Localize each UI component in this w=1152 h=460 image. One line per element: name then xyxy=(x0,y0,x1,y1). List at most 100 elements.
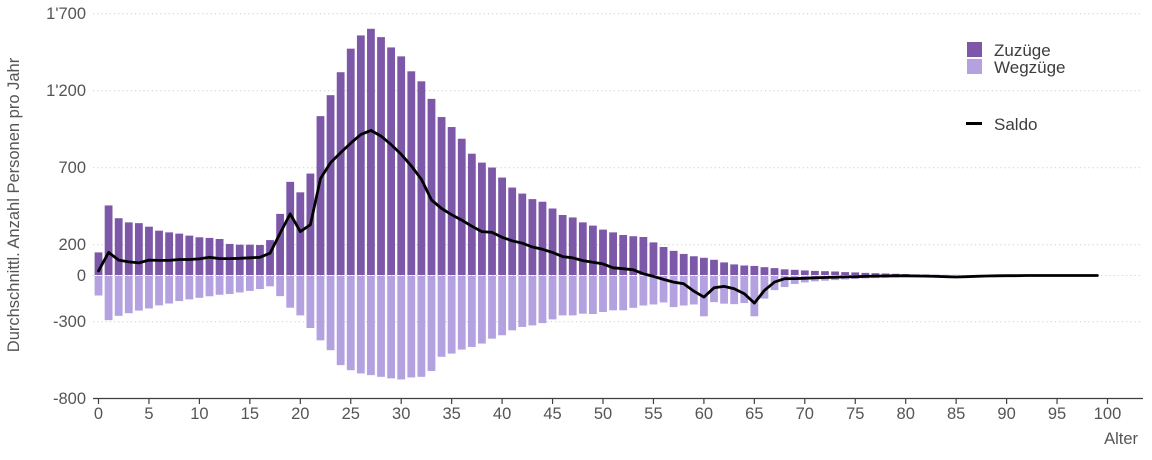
zuzuege-bar xyxy=(821,271,829,275)
y-tick-label: -300 xyxy=(53,313,86,331)
wegzuege-bar xyxy=(256,276,264,290)
zuzuege-bar xyxy=(770,268,779,275)
wegzuege-swatch xyxy=(967,59,982,74)
wegzuege-bar xyxy=(326,276,335,351)
x-tick-label: 20 xyxy=(291,405,309,423)
zuzuege-bar xyxy=(740,265,749,275)
zuzuege-bar xyxy=(377,37,385,275)
zuzuege-bar xyxy=(639,237,648,275)
zuzuege-bar xyxy=(710,259,718,275)
zuzuege-bar xyxy=(326,95,335,275)
saldo-line xyxy=(97,128,1099,305)
zuzuege-bar xyxy=(780,269,789,275)
wegzuege-bar xyxy=(599,276,607,312)
zuzuege-bar xyxy=(467,153,476,275)
zuzuege-bar xyxy=(609,232,617,275)
wegzuege-bar xyxy=(498,276,506,336)
zuzuege-bar xyxy=(700,257,708,275)
zuzuege-bar xyxy=(124,222,133,275)
wegzuege-bar xyxy=(478,276,486,344)
wegzuege-bar xyxy=(185,276,194,300)
zuzuege-bar xyxy=(800,270,809,275)
wegzuege-bar xyxy=(437,276,446,357)
zuzuege-bar xyxy=(689,256,698,275)
wegzuege-bar xyxy=(750,276,759,317)
wegzuege-bar xyxy=(427,276,436,371)
x-tick-label: 90 xyxy=(997,405,1015,423)
zuzuege-swatch xyxy=(967,42,982,57)
zuzuege-bar xyxy=(114,218,123,275)
zuzuege-bar xyxy=(518,193,527,275)
wegzuege-bar xyxy=(528,276,537,326)
wegzuege-bar xyxy=(367,276,375,376)
zuzuege-bar xyxy=(145,226,153,275)
zuzuege-bar xyxy=(235,244,244,275)
zuzuege-bar xyxy=(286,181,295,275)
wegzuege-bar xyxy=(589,276,597,314)
wegzuege-bar xyxy=(780,276,789,288)
zuzuege-bar xyxy=(649,242,658,275)
zuzuege-bar xyxy=(94,252,103,275)
wegzuege-bar xyxy=(639,276,648,306)
y-axis: 1'700 1'200 700 200 0 -300 -800 xyxy=(46,5,86,408)
zuzuege-bar xyxy=(629,236,638,275)
wegzuege-bar xyxy=(266,276,274,287)
wegzuege-bar xyxy=(619,276,628,311)
zuzuege-bar xyxy=(447,127,456,275)
zuzuege-bar xyxy=(619,234,628,275)
legend-label-zuzuege: Zuzüge xyxy=(994,41,1051,60)
zuzuege-bar xyxy=(558,214,567,275)
zuzuege-bar xyxy=(437,117,446,275)
wegzuege-bar xyxy=(518,276,527,327)
wegzuege-bar xyxy=(457,276,466,350)
zuzuege-bar xyxy=(346,48,355,275)
wegzuege-bar xyxy=(245,276,254,291)
wegzuege-bar xyxy=(114,276,123,316)
wegzuege-bar xyxy=(649,276,658,305)
zuzuege-bar xyxy=(356,35,365,275)
x-tick-label: 40 xyxy=(493,405,511,423)
zuzuege-bar xyxy=(397,56,406,275)
zuzuege-bar xyxy=(851,272,860,275)
wegzuege-bar xyxy=(296,276,305,316)
zuzuege-bar xyxy=(599,229,607,275)
wegzuege-bar xyxy=(276,276,285,297)
zuzuege-bar xyxy=(215,239,224,275)
y-tick-label: 1'700 xyxy=(46,5,86,23)
wegzuege-bar xyxy=(134,276,143,311)
zuzuege-bar xyxy=(266,240,274,275)
legend-label-saldo: Saldo xyxy=(994,115,1037,134)
zuzuege-bar xyxy=(861,272,870,275)
wegzuege-bar xyxy=(195,276,204,298)
wegzuege-bar xyxy=(629,276,638,308)
wegzuege-bar xyxy=(316,276,325,341)
wegzuege-bar xyxy=(760,276,769,299)
x-tick-label: 15 xyxy=(241,405,259,423)
x-tick-label: 70 xyxy=(796,405,814,423)
zuzuege-bar xyxy=(407,71,416,276)
y-tick-label: 200 xyxy=(58,236,86,254)
wegzuege-bar xyxy=(417,276,426,377)
wegzuege-bar xyxy=(145,276,153,309)
zuzuege-bar xyxy=(679,253,688,275)
zuzuege-bar xyxy=(871,273,880,275)
zuzuege-bar xyxy=(104,205,113,275)
zuzuege-bar xyxy=(165,232,174,275)
wegzuege-bar xyxy=(467,276,476,347)
zuzuege-bar xyxy=(831,271,839,275)
y-axis-title: Durchschnittl. Anzahl Personen pro Jahr xyxy=(5,57,23,352)
x-tick-label: 35 xyxy=(442,405,460,423)
zuzuege-bar xyxy=(478,162,486,275)
wegzuege-bar xyxy=(94,276,103,296)
wegzuege-bar xyxy=(558,276,567,316)
zuzuege-bar xyxy=(387,47,396,276)
zuzuege-bar xyxy=(528,199,537,275)
wegzuege-bar xyxy=(175,276,184,302)
x-tick-label: 10 xyxy=(190,405,208,423)
wegzuege-bar xyxy=(215,276,224,295)
wegzuege-bar xyxy=(165,276,174,304)
y-tick-label: 700 xyxy=(58,159,86,177)
x-tick-label: 5 xyxy=(144,405,153,423)
